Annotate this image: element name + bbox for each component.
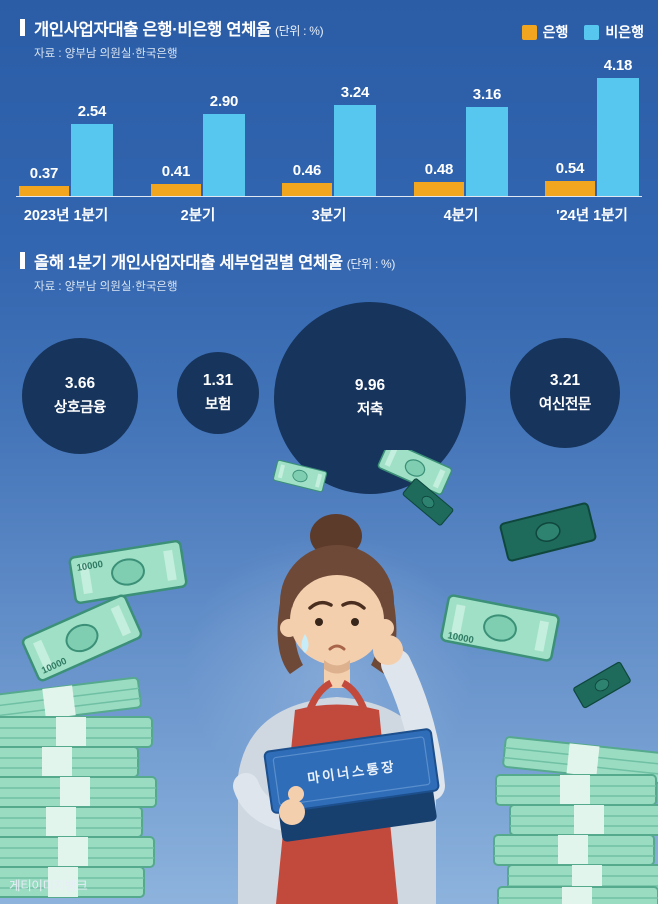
bar-비은행-3 (334, 105, 376, 196)
chart2-unit: (단위 : %) (346, 257, 396, 271)
banknote-icon: 10000 (439, 593, 561, 663)
legend-swatch-nonbank (584, 24, 600, 40)
bubble-value: 3.21 (549, 372, 581, 389)
bubble-label: 저축 (356, 402, 384, 418)
tear (301, 634, 309, 653)
x-axis-line (16, 196, 642, 197)
legend-swatch-bank (521, 24, 537, 40)
face (290, 575, 384, 665)
legend: 은행 비은행 (521, 22, 644, 42)
eye (315, 618, 323, 626)
bar-은행-1 (19, 186, 69, 196)
x-axis-label-5: '24년 1분기 (556, 208, 628, 224)
bar-value-label: 2.54 (77, 103, 107, 120)
bar-value-label: 4.18 (603, 57, 633, 74)
x-axis-label-3: 3분기 (311, 208, 347, 224)
banknote-icon: 10000 (67, 539, 189, 605)
chart2-source: 자료 : 양부남 의원실·한국은행 (34, 281, 178, 293)
bar-group-4: 0.48 3.16 (414, 86, 508, 196)
bar-비은행-2 (203, 114, 245, 196)
bar-비은행-5 (597, 78, 639, 196)
bar-비은행-4 (466, 107, 508, 196)
bar-group-1: 0.37 2.54 (19, 103, 113, 196)
bar-value-label: 3.24 (340, 84, 370, 101)
eye (351, 618, 359, 626)
chart1-header: 개인사업자대출 은행·비은행 연체율 (단위 : %) 자료 : 양부남 의원실·… (20, 16, 324, 61)
illustration: 10000 10000 10000 (0, 450, 658, 904)
banknote-value: 10000 (76, 559, 104, 574)
woman: 마이너스통장 (233, 514, 445, 904)
bar-value-label: 0.46 (292, 162, 322, 179)
bar-은행-5 (545, 181, 595, 196)
eyebrow (341, 600, 366, 610)
legend-item-bank: 은행 (521, 22, 569, 42)
x-axis-label-2: 2분기 (180, 208, 216, 224)
bubble-상호금융: 3.66 상호금융 (22, 338, 138, 454)
title-accent-bar (20, 252, 25, 269)
bar-value-label: 0.54 (555, 160, 585, 177)
bar-은행-3 (282, 183, 332, 196)
bar-value-label: 0.41 (161, 163, 191, 180)
bar-value-label: 3.16 (472, 86, 502, 103)
legend-label-nonbank: 비은행 (605, 24, 644, 40)
chart1-unit: (단위 : %) (274, 24, 324, 38)
banknote-icon: 10000 (20, 592, 144, 684)
banknote-icon (498, 501, 598, 563)
x-axis-label-1: 2023년 1분기 (23, 208, 109, 224)
legend-label-bank: 은행 (542, 24, 569, 40)
chart2-title-text: 올해 1분기 개인사업자대출 세부업권별 연체율 (34, 254, 343, 272)
bankbook: 마이너스통장 (263, 728, 440, 842)
bubble-label: 여신전문 (538, 397, 592, 413)
bar-은행-2 (151, 184, 201, 196)
banknote-icon (272, 459, 328, 493)
bubble-여신전문: 3.21 여신전문 (510, 338, 620, 448)
bubble-value: 3.66 (64, 375, 96, 392)
legend-item-nonbank: 비은행 (584, 22, 644, 42)
bubble-value: 1.31 (202, 372, 234, 389)
bubble-보험: 1.31 보험 (177, 352, 259, 434)
mouth (328, 644, 346, 651)
bubble-value: 9.96 (354, 377, 386, 394)
bar-group-5: 0.54 4.18 (545, 57, 639, 196)
bar-group-2: 0.41 2.90 (151, 93, 245, 196)
chart1-title: 개인사업자대출 은행·비은행 연체율 (단위 : %) (34, 16, 324, 40)
chart2-header: 올해 1분기 개인사업자대출 세부업권별 연체율 (단위 : %) 자료 : 양부… (20, 249, 395, 294)
title-accent-bar (20, 19, 25, 36)
money-stack-left (0, 676, 157, 898)
bar-value-label: 2.90 (209, 93, 239, 110)
money-stack-right (493, 735, 658, 904)
chart2-title: 올해 1분기 개인사업자대출 세부업권별 연체율 (단위 : %) (34, 249, 395, 273)
chart1-title-text: 개인사업자대출 은행·비은행 연체율 (34, 21, 271, 39)
x-axis-label-4: 4분기 (443, 208, 479, 224)
bar-value-label: 0.48 (424, 161, 454, 178)
eyebrow (308, 600, 333, 610)
bubble-label: 상호금융 (53, 400, 107, 416)
hand-holding-book (279, 799, 305, 825)
banknote-value: 10000 (447, 630, 475, 646)
bubble-label: 보험 (204, 397, 232, 413)
chart1-source: 자료 : 양부남 의원실·한국은행 (34, 48, 178, 60)
credit: 게티이미지뱅크 (9, 879, 88, 893)
bar-value-label: 0.37 (29, 165, 59, 182)
bar-group-3: 0.46 3.24 (282, 84, 376, 196)
bar-chart: 0.37 2.54 2023년 1분기 0.41 2.90 2분기 0.46 3.24 3분기 0… (0, 56, 658, 226)
bar-비은행-1 (71, 124, 113, 196)
bar-은행-4 (414, 182, 464, 196)
banknote-icon (572, 661, 632, 709)
